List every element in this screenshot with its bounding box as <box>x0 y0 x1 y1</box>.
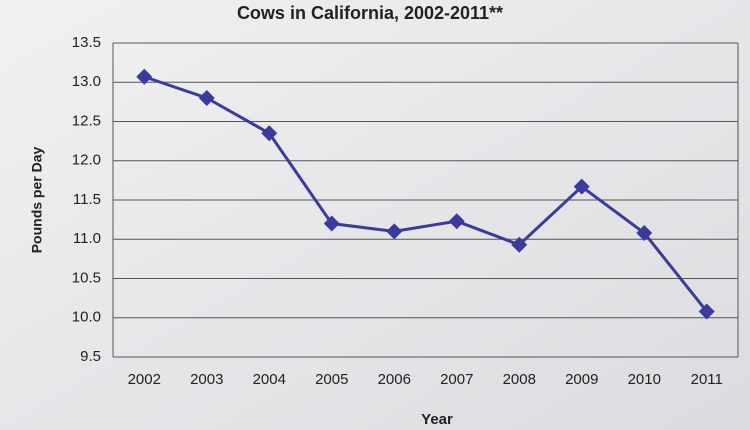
x-tick-label: 2002 <box>128 371 161 388</box>
data-marker <box>198 89 215 106</box>
data-line <box>143 75 708 313</box>
x-tick-label: 2009 <box>565 371 598 388</box>
x-tick-label: 2008 <box>503 371 536 388</box>
data-marker <box>448 213 465 230</box>
y-tick-label: 12.5 <box>72 112 101 129</box>
x-axis-label: Year <box>421 411 453 428</box>
x-tick-label: 2005 <box>315 371 348 388</box>
data-marker <box>573 178 590 195</box>
data-marker <box>323 215 340 232</box>
data-marker <box>136 68 153 85</box>
data-marker <box>386 223 403 240</box>
x-tick-label: 2011 <box>691 371 723 388</box>
y-tick-label: 10.5 <box>72 269 101 286</box>
y-tick-label: 11.0 <box>73 230 101 247</box>
y-tick-label: 13.0 <box>72 73 101 90</box>
data-marker <box>636 224 653 241</box>
x-tick-label: 2006 <box>378 371 411 388</box>
y-tick-label: 9.5 <box>80 348 101 365</box>
data-marker <box>261 125 278 142</box>
y-tick-label: 10.0 <box>72 309 101 326</box>
chart-title: Cows in California, 2002-2011** <box>237 3 503 23</box>
x-tick-label: 2003 <box>190 371 223 388</box>
data-marker <box>698 303 715 320</box>
y-axis-label: Pounds per Day <box>29 147 45 254</box>
x-tick-label: 2010 <box>628 371 661 388</box>
y-tick-label: 12.0 <box>72 152 101 169</box>
x-tick-label: 2004 <box>253 371 286 388</box>
y-tick-label: 13.5 <box>72 34 101 51</box>
y-tick-label: 11.5 <box>73 191 101 208</box>
x-tick-label: 2007 <box>440 371 473 388</box>
data-marker <box>511 236 528 253</box>
